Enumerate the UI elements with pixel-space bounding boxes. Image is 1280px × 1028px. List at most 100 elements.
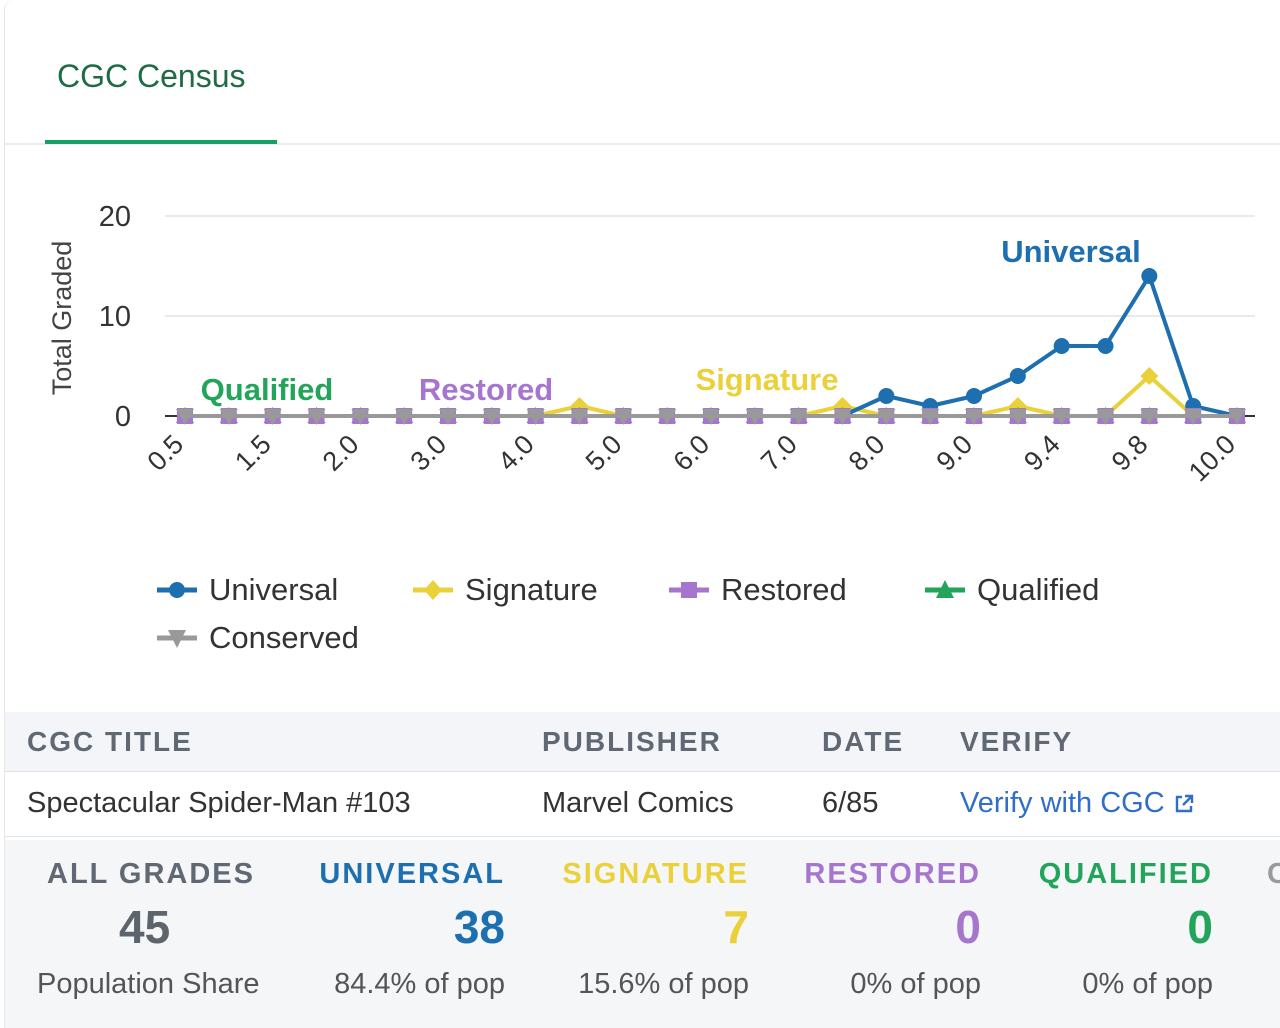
y-tick-label: 20 (99, 201, 131, 233)
comic-publisher: Marvel Comics (542, 787, 734, 819)
x-tick-label: 2.0 (317, 429, 365, 477)
stat-signature: SIGNATURE 7 15.6% of pop (505, 840, 749, 1028)
stat-count: 45 (119, 901, 171, 953)
stat-universal: UNIVERSAL 38 84.4% of pop (265, 840, 505, 1028)
stat-label: UNIVERSAL (319, 858, 505, 890)
verify-link-label: Verify with CGC (960, 787, 1165, 819)
legend-label: Qualified (977, 572, 1100, 607)
census-card: CGC Census 0 10 20 Total Graded 0.5 1.5 2.0 3.0… (4, 0, 1280, 1028)
stat-count: 0 (955, 901, 981, 953)
x-tick-label: 9.4 (1018, 429, 1066, 477)
stat-label: SIGNATURE (562, 858, 749, 890)
stat-count: 7 (723, 901, 749, 953)
x-tick-label: 9.0 (930, 429, 978, 477)
y-tick-label: 10 (99, 301, 131, 333)
tab-cgc-census[interactable]: CGC Census (45, 52, 277, 144)
square-marker-icon (669, 582, 709, 598)
legend-item-qualified[interactable]: Qualified (923, 570, 1143, 610)
x-tick-label: 0.5 (141, 429, 189, 477)
data-point (1009, 368, 1026, 384)
data-point (878, 388, 895, 404)
y-axis-title: Total Graded (47, 241, 77, 396)
series-conserved (176, 409, 1246, 425)
header-date: DATE (822, 726, 905, 757)
data-point (966, 388, 982, 404)
stat-count: 0 (1187, 901, 1213, 953)
data-point (482, 409, 501, 425)
series-annotation: Restored (419, 372, 553, 407)
stat-conserved-partial: C (1267, 840, 1280, 1028)
data-point (877, 409, 896, 425)
header-cgc-title: CGC TITLE (27, 726, 193, 757)
stat-label: ALL GRADES (47, 858, 255, 890)
legend-label: Restored (721, 572, 847, 607)
data-point (658, 409, 677, 425)
triangle-marker-icon (925, 580, 965, 598)
verify-with-cgc-link[interactable]: Verify with CGC (960, 787, 1195, 820)
data-point (219, 409, 238, 425)
stat-share: 15.6% of pop (578, 968, 749, 1000)
data-point (1097, 338, 1114, 354)
y-tick-label: 0 (115, 401, 131, 433)
stat-qualified: QUALIFIED 0 0% of pop (981, 840, 1213, 1028)
x-tick-label: 10.0 (1183, 429, 1241, 487)
legend-label: Conserved (209, 620, 359, 655)
tab-bar: CGC Census (5, 0, 1280, 145)
data-point (1096, 409, 1115, 425)
legend-item-signature[interactable]: Signature (411, 570, 631, 610)
comic-date: 6/85 (822, 787, 879, 819)
legend-item-conserved[interactable]: Conserved (155, 618, 395, 658)
x-tick-label: 5.0 (580, 429, 628, 477)
x-tick-label: 4.0 (492, 429, 540, 477)
data-point (1228, 409, 1246, 425)
series-annotation: Universal (1001, 234, 1141, 269)
x-tick-label: 1.5 (229, 429, 277, 477)
data-point (570, 409, 589, 425)
data-point (745, 409, 764, 425)
data-point (1053, 338, 1070, 354)
population-stats: ALL GRADES 45 Population Share UNIVERSAL… (5, 840, 1280, 1028)
stat-all-grades: ALL GRADES 45 Population Share (5, 840, 265, 1028)
legend-label: Signature (465, 572, 598, 607)
legend-item-universal[interactable]: Universal (155, 570, 375, 610)
data-point (307, 409, 326, 425)
x-tick-label: 3.0 (404, 429, 452, 477)
data-point (702, 409, 720, 425)
x-tick-label: 6.0 (667, 429, 715, 477)
table-row: Spectacular Spider-Man #103 Marvel Comic… (5, 773, 1280, 837)
tab-label: CGC Census (57, 58, 246, 94)
stat-share: Population Share (37, 968, 260, 1000)
data-point (789, 409, 808, 425)
census-line-chart: 0 10 20 Total Graded 0.5 1.5 2.0 3.0 4.0 5.0 6.0 7.… (47, 201, 1255, 487)
data-point (176, 409, 194, 425)
stat-share: 0% of pop (1082, 968, 1213, 1000)
tab-active-underline (45, 140, 277, 144)
stat-label: C (1267, 858, 1280, 891)
circle-marker-icon (157, 582, 197, 598)
header-publisher: PUBLISHER (542, 726, 722, 757)
data-point (439, 409, 457, 425)
data-point (1008, 409, 1027, 425)
data-point (395, 409, 414, 425)
stat-label: QUALIFIED (1038, 858, 1213, 890)
legend-item-restored[interactable]: Restored (667, 570, 887, 610)
info-table-header: CGC TITLE PUBLISHER DATE VERIFY (5, 712, 1280, 772)
data-point (526, 409, 545, 425)
stat-count: 38 (453, 901, 505, 953)
data-point (1184, 409, 1203, 425)
data-point (263, 409, 282, 425)
external-link-icon (1175, 795, 1193, 813)
data-point (833, 409, 852, 425)
data-point (351, 409, 370, 425)
series-annotation: Signature (696, 362, 839, 397)
x-tick-label: 9.8 (1106, 429, 1154, 477)
series-annotation: Qualified (201, 372, 334, 407)
stat-label: RESTORED (804, 858, 981, 890)
stat-restored: RESTORED 0 0% of pop (749, 840, 981, 1028)
data-point (614, 409, 633, 425)
comic-title: Spectacular Spider-Man #103 (27, 787, 411, 819)
x-tick-label: 7.0 (755, 429, 803, 477)
comic-info-table: CGC TITLE PUBLISHER DATE VERIFY Spectacu… (5, 712, 1280, 838)
data-point (921, 409, 940, 425)
series-universal (177, 268, 1245, 424)
